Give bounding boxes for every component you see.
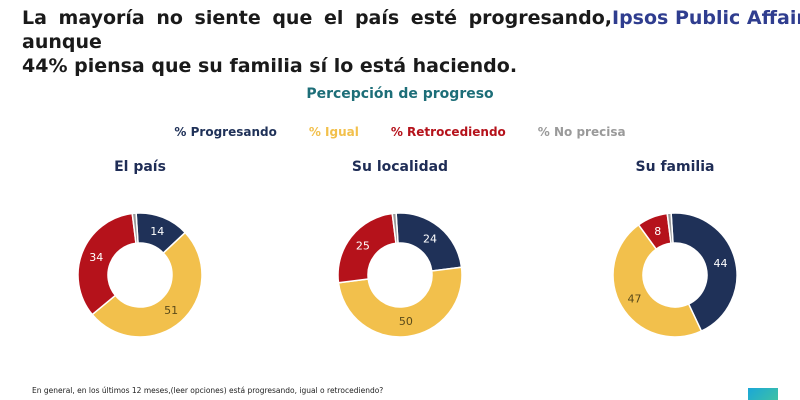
slice-localidad-igual — [337, 266, 463, 338]
donut-chart-localidad: 24 50 25 — [337, 212, 463, 338]
legend-item-igual: % Igual — [308, 125, 359, 139]
panel-title-familia: Su familia — [635, 159, 715, 175]
data-label-pais-igual: 51 — [164, 304, 178, 317]
slice-familia-no-precisa — [666, 212, 674, 245]
data-label-localidad-retrocediendo: 25 — [356, 240, 370, 253]
panel-title-localidad: Su localidad — [351, 159, 449, 175]
headline: La mayoría no siente que el país esté pr… — [22, 6, 612, 78]
data-label-familia-progresando: 44 — [714, 257, 728, 270]
legend-item-retrocediendo: % Retrocediendo — [390, 125, 506, 139]
data-label-localidad-progresando: 24 — [423, 232, 437, 245]
data-label-pais-progresando: 14 — [150, 225, 164, 238]
slice-pais-igual — [91, 231, 203, 338]
donut-chart-familia: 44 47 8 — [612, 212, 738, 338]
data-label-familia-igual: 47 — [628, 292, 642, 305]
data-label-localidad-igual: 50 — [399, 315, 413, 328]
slice-familia-igual — [612, 223, 703, 338]
legend: % Progresando % Igual % Retrocediendo % … — [0, 125, 800, 139]
legend-item-no-precisa: % No precisa — [537, 125, 626, 139]
headline-line-2: 44% piensa que su familia sí lo está hac… — [22, 55, 518, 77]
slice-localidad-no-precisa — [391, 212, 399, 245]
legend-item-progresando: % Progresando — [174, 125, 277, 139]
data-label-pais-retrocediendo: 34 — [89, 251, 103, 264]
headline-line-1: La mayoría no siente que el país esté pr… — [22, 7, 612, 53]
slice-pais-retrocediendo — [77, 212, 137, 316]
chart-title: Percepción de progreso — [306, 86, 494, 102]
logo-mark — [748, 388, 778, 400]
donut-chart-pais: 14 51 34 — [77, 212, 203, 338]
footnote: En general, en los últimos 12 meses,(lee… — [32, 386, 384, 395]
brand-name: Ipsos Public Affairs — [612, 7, 800, 29]
slice-familia-progresando — [670, 212, 738, 333]
slice-pais-no-precisa — [131, 212, 139, 245]
data-label-familia-retrocediendo: 8 — [654, 225, 661, 238]
panel-title-pais: El país — [114, 159, 166, 175]
